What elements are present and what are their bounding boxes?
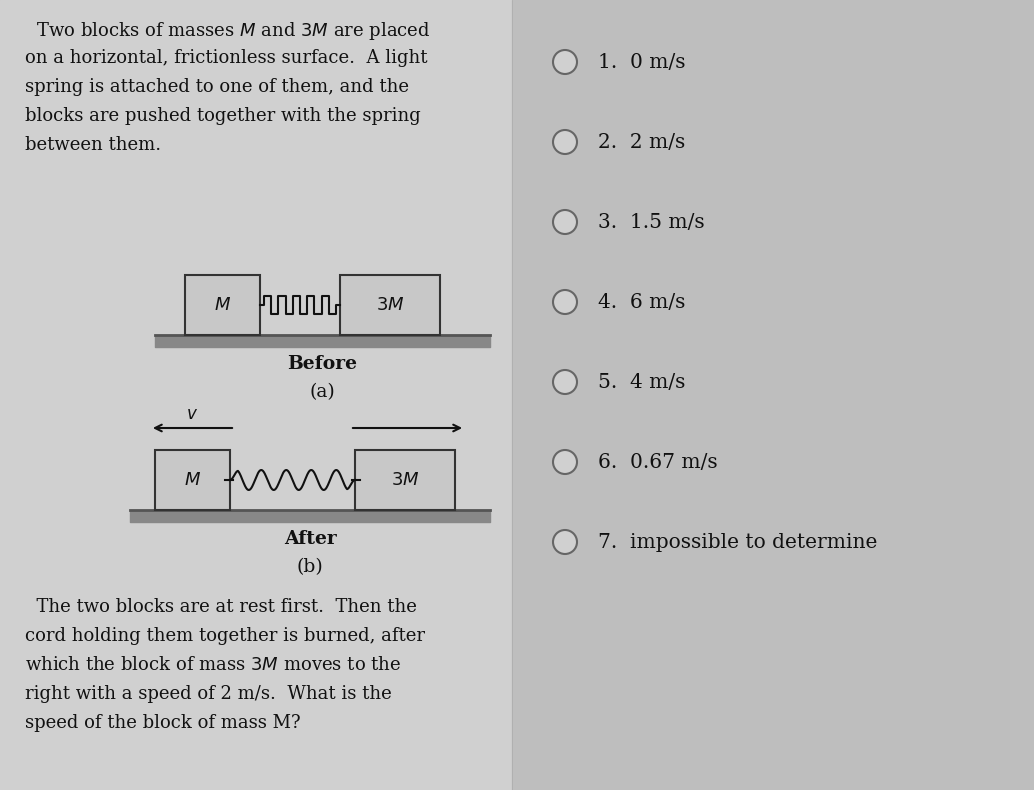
Circle shape [553, 370, 577, 394]
Circle shape [553, 130, 577, 154]
Text: 7.  impossible to determine: 7. impossible to determine [598, 532, 878, 551]
Text: 5.  4 m/s: 5. 4 m/s [598, 373, 686, 392]
Text: between them.: between them. [25, 136, 161, 154]
Circle shape [553, 450, 577, 474]
Text: Two blocks of masses $M$ and $3M$ are placed: Two blocks of masses $M$ and $3M$ are pl… [25, 20, 430, 42]
Bar [185, 275, 260, 335]
Text: $3M$: $3M$ [375, 296, 404, 314]
Text: blocks are pushed together with the spring: blocks are pushed together with the spri… [25, 107, 421, 125]
Text: speed of the block of mass M?: speed of the block of mass M? [25, 714, 301, 732]
Bar [512, 0, 1034, 790]
Text: (a): (a) [309, 383, 335, 401]
Text: spring is attached to one of them, and the: spring is attached to one of them, and t… [25, 78, 409, 96]
Text: The two blocks are at rest first.  Then the: The two blocks are at rest first. Then t… [25, 598, 417, 616]
Bar [155, 450, 230, 510]
Text: 4.  6 m/s: 4. 6 m/s [598, 292, 686, 311]
Bar [340, 275, 440, 335]
Text: on a horizontal, frictionless surface.  A light: on a horizontal, frictionless surface. A… [25, 49, 427, 67]
Text: right with a speed of 2 m/s.  What is the: right with a speed of 2 m/s. What is the [25, 685, 392, 703]
Text: (b): (b) [297, 558, 324, 576]
Text: which the block of mass $3M$ moves to the: which the block of mass $3M$ moves to th… [25, 656, 401, 674]
Text: After: After [283, 530, 336, 548]
Text: $v$: $v$ [186, 406, 199, 423]
Text: $3M$: $3M$ [391, 471, 419, 489]
Bar [0, 0, 512, 790]
Text: 2.  2 m/s: 2. 2 m/s [598, 133, 686, 152]
Circle shape [553, 530, 577, 554]
Text: 1.  0 m/s: 1. 0 m/s [598, 52, 686, 72]
Text: 3.  1.5 m/s: 3. 1.5 m/s [598, 213, 704, 231]
Text: 6.  0.67 m/s: 6. 0.67 m/s [598, 453, 718, 472]
Text: Before: Before [287, 355, 358, 373]
Circle shape [553, 50, 577, 74]
Text: cord holding them together is burned, after: cord holding them together is burned, af… [25, 627, 425, 645]
Circle shape [553, 290, 577, 314]
Circle shape [553, 210, 577, 234]
Text: $M$: $M$ [184, 471, 201, 489]
Text: $M$: $M$ [214, 296, 231, 314]
Bar [355, 450, 455, 510]
